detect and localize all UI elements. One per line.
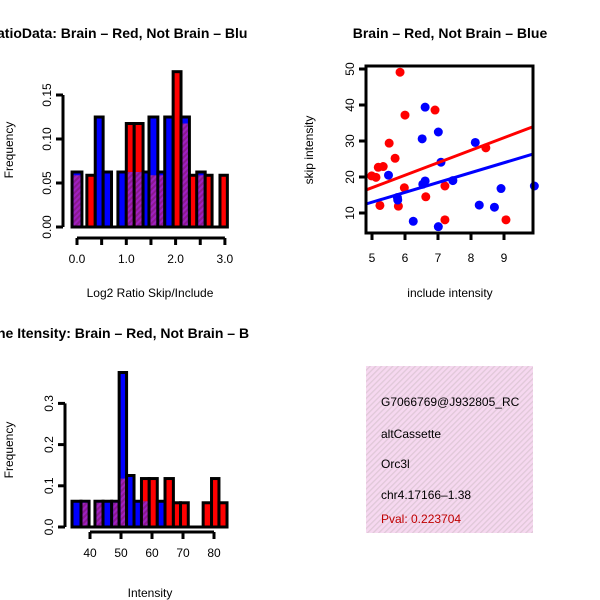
point-not-brain	[433, 222, 443, 232]
y-tick-label: 10	[343, 206, 357, 220]
intensity-axes: 0.0 0.1 0.2 0.3 40 50 60 70 80	[42, 395, 221, 560]
x-tick-label: 40	[83, 546, 97, 560]
ratio-axes: 0.00 0.05 0.10 0.15 0.0 1.0 2.0 3.0	[40, 83, 234, 266]
point-not-brain	[470, 137, 480, 147]
point-not-brain	[417, 134, 427, 144]
intensity-bars	[70, 371, 229, 529]
y-tick-label: 0.1	[42, 477, 56, 494]
y-tick-label: 30	[343, 134, 357, 148]
ratio-histogram: atioData: Brain – Red, Not Brain – Blu 0…	[0, 25, 247, 300]
y-tick-label: 0.10	[40, 127, 54, 151]
ratio-xlabel: Log2 Ratio Skip/Include	[87, 286, 214, 300]
point-brain	[390, 153, 400, 163]
bar-overlap	[135, 172, 142, 226]
x-tick-label: 0.0	[69, 252, 86, 266]
point-brain	[501, 215, 511, 225]
scatter-axes: 5 6 7 8 9 10 20 30 40 50	[343, 62, 508, 265]
point-brain	[399, 183, 409, 193]
x-tick-label: 8	[468, 251, 475, 265]
x-tick-label: 80	[207, 546, 221, 560]
x-tick-label: 1.0	[118, 252, 135, 266]
point-brain	[395, 67, 405, 77]
bar-not-brain	[101, 170, 114, 229]
y-tick-label: 20	[343, 170, 357, 184]
intensity-ylabel: Frequency	[2, 422, 16, 479]
bar-brain	[203, 173, 214, 229]
bar-overlap	[150, 175, 157, 226]
point-not-brain	[408, 216, 418, 226]
bar-brain	[218, 173, 229, 229]
point-not-brain	[420, 102, 430, 112]
x-tick-label: 3.0	[217, 252, 234, 266]
intensity-histogram: ne Itensity: Brain – Red, Not Brain – B …	[0, 325, 249, 600]
y-tick-label: 40	[343, 98, 357, 112]
x-tick-label: 2.0	[167, 252, 184, 266]
bar-brain	[217, 501, 229, 529]
info-id: G7066769@J932805_RC	[381, 395, 520, 409]
fit-line-not-brain	[365, 152, 534, 206]
bar-overlap	[127, 172, 133, 226]
info-box: G7066769@J932805_RC altCassette Orc3l ch…	[366, 366, 533, 533]
bar-overlap	[120, 478, 126, 526]
scatter-plot: Brain – Red, Not Brain – Blue 5 6 7 8 9 10 20 3…	[302, 25, 547, 300]
y-tick-label: 0.0	[42, 518, 56, 535]
intensity-xlabel: Intensity	[128, 586, 173, 600]
info-gene: Orc3l	[381, 457, 410, 471]
bar-overlap	[142, 501, 148, 526]
point-not-brain	[433, 127, 443, 137]
scatter-marks	[365, 67, 539, 232]
bar-not-brain	[117, 371, 129, 529]
point-brain	[371, 172, 381, 182]
info-type: altCassette	[381, 427, 441, 441]
point-not-brain	[496, 184, 506, 194]
info-pval: Pval: 0.223704	[381, 512, 461, 526]
point-not-brain	[474, 200, 484, 210]
point-not-brain	[393, 195, 403, 205]
x-tick-label: 9	[501, 251, 508, 265]
ratio-ylabel: Frequency	[2, 122, 16, 179]
x-tick-label: 60	[145, 546, 159, 560]
point-brain	[375, 200, 385, 210]
scatter-title: Brain – Red, Not Brain – Blue	[353, 25, 548, 41]
scatter-frame	[364, 64, 535, 235]
info-location: chr4.17166–1.38	[381, 488, 471, 502]
intensity-title: ne Itensity: Brain – Red, Not Brain – B	[0, 325, 249, 341]
ratio-bars	[70, 70, 229, 229]
bar-overlap	[82, 502, 88, 526]
scatter-ylabel: skip intensity	[302, 116, 316, 185]
info-background	[366, 366, 533, 533]
x-tick-label: 6	[402, 251, 409, 265]
bar-overlap	[113, 502, 118, 526]
point-brain	[384, 138, 394, 148]
bar-overlap	[198, 175, 204, 226]
bar-overlap	[96, 502, 102, 526]
point-brain	[430, 105, 440, 115]
point-not-brain	[384, 170, 393, 180]
scatter-xlabel: include intensity	[407, 286, 492, 300]
point-brain	[400, 110, 410, 120]
point-brain	[378, 162, 388, 172]
y-tick-label: 0.2	[42, 436, 56, 453]
point-brain	[421, 192, 431, 202]
point-brain	[440, 181, 450, 191]
y-tick-label: 0.15	[40, 83, 54, 107]
y-tick-label: 0.00	[40, 215, 54, 239]
bar-overlap	[182, 123, 188, 226]
x-tick-label: 5	[369, 251, 376, 265]
point-not-brain	[489, 202, 499, 212]
x-tick-label: 50	[114, 546, 128, 560]
point-brain	[440, 215, 450, 225]
ratio-title: atioData: Brain – Red, Not Brain – Blu	[0, 25, 247, 41]
x-tick-label: 70	[176, 546, 190, 560]
fit-line-brain	[365, 125, 534, 192]
y-tick-label: 0.3	[42, 395, 56, 412]
y-tick-label: 50	[343, 62, 357, 76]
bar-brain	[179, 501, 190, 529]
bar-overlap	[159, 175, 164, 226]
y-tick-label: 0.05	[40, 171, 54, 195]
x-tick-label: 7	[435, 251, 442, 265]
bar-overlap	[73, 175, 81, 226]
